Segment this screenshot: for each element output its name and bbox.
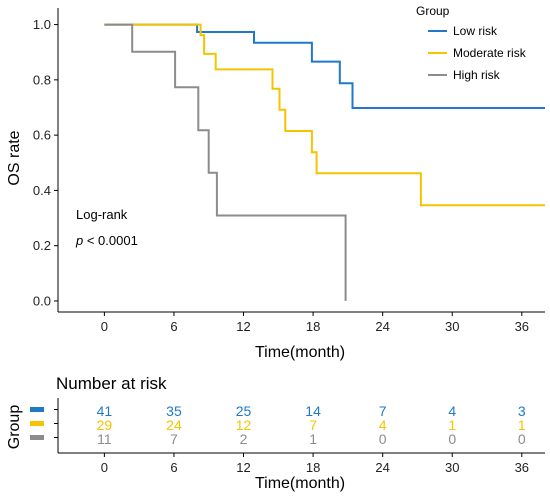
risk-count: 1 xyxy=(309,431,317,447)
risk-row-swatch-low xyxy=(30,407,44,412)
x-tick-label: 12 xyxy=(236,319,250,334)
risk-count: 3 xyxy=(518,403,526,419)
y-tick-label: 0.0 xyxy=(33,293,51,308)
km-curves xyxy=(104,23,545,301)
risk-x-tick-label: 30 xyxy=(445,460,459,475)
x-tick-label: 0 xyxy=(101,319,108,334)
risk-row-swatch-high xyxy=(30,435,44,440)
p-value-label: p < 0.0001 xyxy=(75,233,138,248)
y-tick-label: 1.0 xyxy=(33,17,51,32)
risk-count: 25 xyxy=(236,403,252,419)
legend-label-moderate: Moderate risk xyxy=(453,46,527,60)
curve-low-risk xyxy=(104,23,545,109)
risk-x-tick-label: 36 xyxy=(515,460,529,475)
risk-count: 29 xyxy=(97,417,113,433)
risk-count: 11 xyxy=(97,431,112,447)
y-tick-label: 0.6 xyxy=(33,128,51,143)
p-value: < 0.0001 xyxy=(83,233,138,248)
risk-count: 35 xyxy=(166,403,182,419)
risk-rows: 41 35 25 14 7 4 329 24 12 7 4 1 111 7 2 1 0 0 0 xyxy=(30,403,526,447)
risk-table-y-title: Group xyxy=(6,405,23,450)
x-tick-label: 24 xyxy=(375,319,389,334)
x-axis-title: Time(month) xyxy=(255,344,345,361)
x-tick-label: 18 xyxy=(306,319,320,334)
legend-label-high: High risk xyxy=(453,68,501,82)
y-tick-label: 0.4 xyxy=(33,183,51,198)
risk-count: 0 xyxy=(518,431,526,447)
risk-x-tick-label: 6 xyxy=(170,460,177,475)
x-tick-label: 6 xyxy=(170,319,177,334)
risk-count: 14 xyxy=(305,403,321,419)
risk-table: Number at risk Group Time(month) 0 6 12 18 2… xyxy=(6,374,545,492)
risk-count: 7 xyxy=(170,431,178,447)
risk-table-x-title: Time(month) xyxy=(255,475,345,492)
risk-count: 7 xyxy=(379,403,387,419)
risk-count: 24 xyxy=(166,417,182,433)
risk-count: 4 xyxy=(379,417,387,433)
logrank-label: Log-rank xyxy=(76,207,128,222)
p-symbol: p xyxy=(75,233,83,248)
risk-count: 0 xyxy=(379,431,387,447)
y-tick-label: 0.8 xyxy=(33,72,51,87)
km-plot: 0.0 0.2 0.4 0.6 0.8 1.0 0 6 12 18 24 30 36 OS rate T… xyxy=(6,4,545,361)
curve-high-risk xyxy=(104,23,347,301)
curve-moderate-risk xyxy=(104,23,545,207)
risk-count: 7 xyxy=(309,417,317,433)
legend-label-low: Low risk xyxy=(453,24,498,38)
x-tick-label: 30 xyxy=(445,319,459,334)
risk-x-tick-label: 0 xyxy=(101,460,108,475)
risk-count: 41 xyxy=(97,403,113,419)
legend-items: Low risk Moderate risk High risk xyxy=(428,24,527,82)
risk-x-tick-label: 24 xyxy=(375,460,389,475)
x-tick-label: 36 xyxy=(515,319,529,334)
legend-title: Group xyxy=(416,4,450,18)
y-tick-label: 0.2 xyxy=(33,238,51,253)
risk-axes: 0 6 12 18 24 30 36 xyxy=(54,398,545,475)
risk-x-tick-label: 18 xyxy=(306,460,320,475)
km-axes: 0.0 0.2 0.4 0.6 0.8 1.0 0 6 12 18 24 30 36 xyxy=(33,8,545,334)
risk-count: 0 xyxy=(448,431,456,447)
y-axis-title: OS rate xyxy=(6,130,23,185)
risk-row-swatch-moderate xyxy=(30,421,44,426)
risk-count: 2 xyxy=(240,431,248,447)
risk-count: 12 xyxy=(236,417,252,433)
legend: Group Low risk Moderate risk High risk xyxy=(416,4,527,82)
risk-table-title: Number at risk xyxy=(56,374,167,393)
risk-count: 1 xyxy=(448,417,456,433)
risk-x-tick-label: 12 xyxy=(236,460,250,475)
risk-count: 4 xyxy=(448,403,456,419)
risk-count: 1 xyxy=(518,417,526,433)
